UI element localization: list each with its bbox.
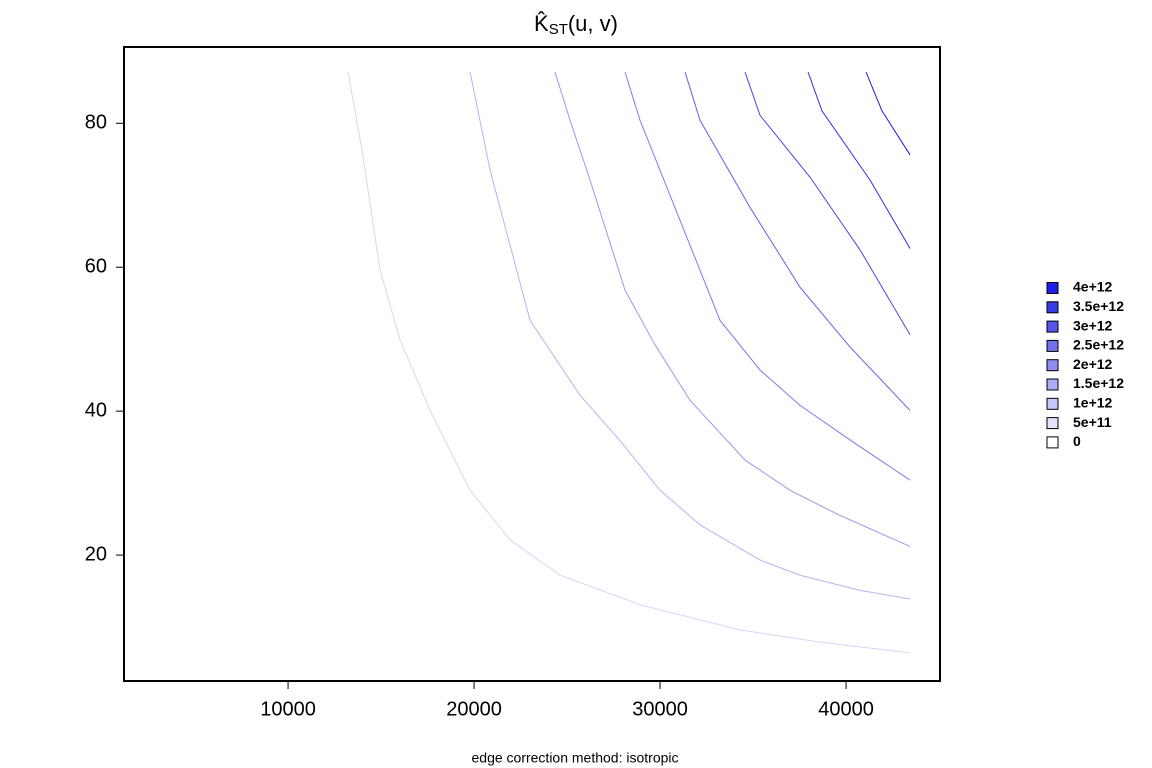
y-tick-label: 20	[85, 543, 107, 565]
contour-line	[624, 72, 911, 481]
contour-line	[347, 72, 911, 654]
legend-label: 4e+12	[1073, 279, 1113, 295]
contour-line	[865, 71, 911, 156]
contour-line	[807, 72, 911, 249]
contour-line	[554, 72, 911, 547]
legend-label: 2.5e+12	[1073, 337, 1124, 353]
x-tick-label: 10000	[260, 698, 316, 720]
y-tick-label: 40	[85, 399, 107, 421]
legend-label: 1e+12	[1073, 395, 1113, 411]
title-base: K̂	[534, 11, 549, 36]
legend-swatch	[1046, 417, 1059, 430]
contour-line	[684, 72, 911, 411]
legend-swatch	[1046, 339, 1059, 352]
contour-line	[469, 72, 911, 600]
legend-swatch	[1046, 397, 1059, 410]
legend-swatch	[1046, 378, 1059, 391]
legend-swatch	[1046, 320, 1059, 333]
y-tick-label: 60	[85, 255, 107, 277]
caption: edge correction method: isotropic	[472, 750, 679, 766]
plot-frame	[123, 46, 941, 682]
legend-label: 2e+12	[1073, 356, 1113, 372]
legend-swatch	[1046, 359, 1059, 372]
chart-title: K̂ST(u, v)	[534, 11, 618, 38]
legend-swatch	[1046, 436, 1059, 449]
x-tick-label: 40000	[818, 698, 874, 720]
legend-label: 0	[1073, 433, 1081, 449]
legend-label: 3.5e+12	[1073, 298, 1124, 314]
contour-line	[744, 72, 911, 336]
title-rest: (u, v)	[568, 11, 618, 36]
legend-swatch	[1046, 282, 1059, 294]
x-tick-label: 30000	[632, 698, 688, 720]
title-subscript: ST	[549, 21, 568, 38]
x-tick-label: 20000	[446, 698, 502, 720]
y-tick-label: 80	[85, 112, 107, 134]
legend-swatch	[1046, 301, 1059, 314]
legend-label: 1.5e+12	[1073, 375, 1124, 391]
legend-label: 5e+11	[1073, 414, 1112, 430]
legend-label: 3e+12	[1073, 317, 1113, 333]
